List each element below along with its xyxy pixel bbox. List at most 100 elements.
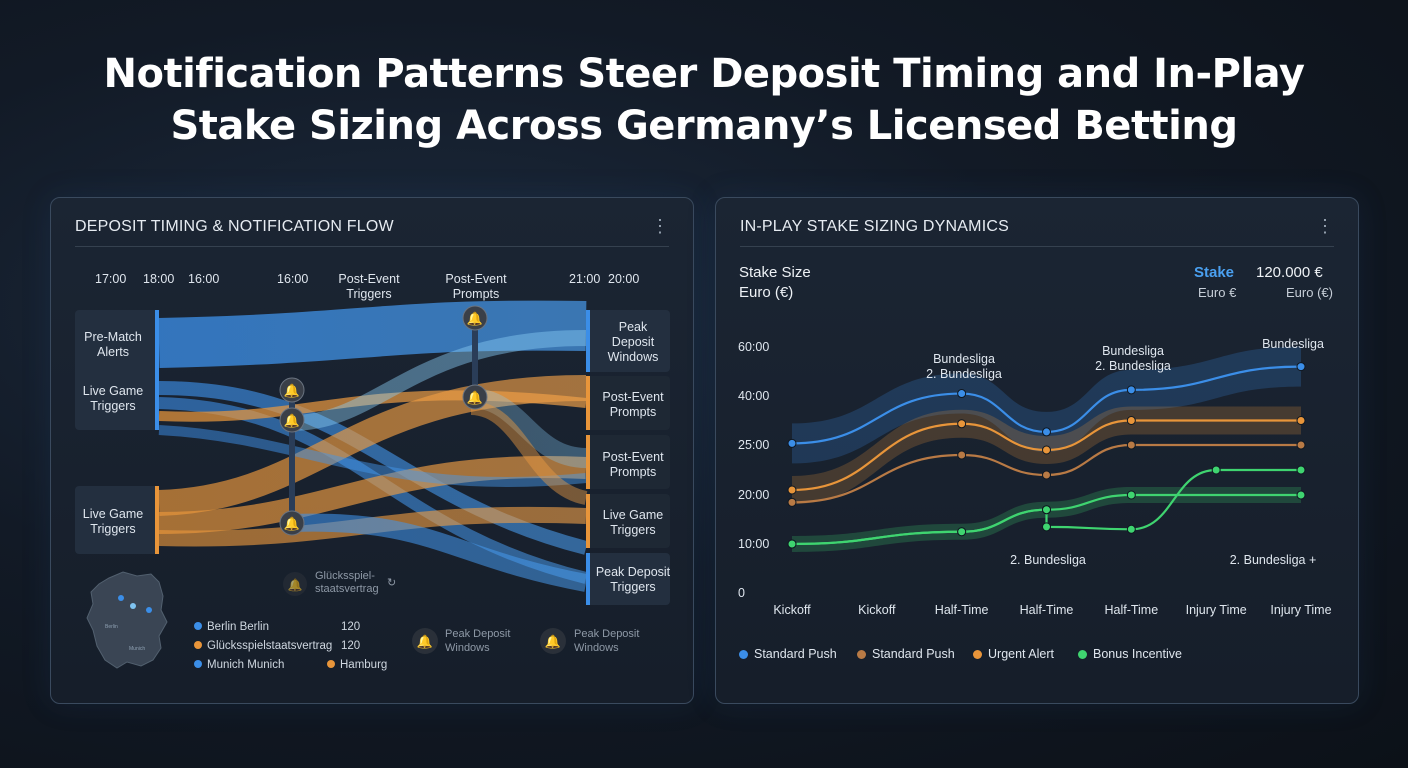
data-point: [957, 527, 967, 537]
x-tick-label: Injury Time: [1270, 603, 1331, 617]
data-point: [1211, 465, 1221, 475]
faded-label: staatsvertrag: [315, 583, 379, 595]
x-tick-label: Kickoff: [773, 603, 811, 617]
data-point: [1042, 505, 1051, 515]
flow-connector: [289, 390, 295, 530]
svg-text:Post-Event: Post-Event: [602, 390, 664, 404]
data-point: [957, 419, 967, 429]
data-point: [1296, 465, 1306, 475]
svg-text:Peak Deposit: Peak Deposit: [596, 565, 671, 579]
legend: Berlin Berlin 120 Glücksspielstaatsvertr…: [194, 621, 387, 671]
bell-label: Peak Deposit: [445, 628, 510, 640]
sankey-diagram: 17:00 18:00 16:00 16:00 21:00 20:00 Post…: [75, 272, 671, 671]
stake-sizing-title: IN-PLAY STAKE SIZING DYNAMICS: [740, 218, 1009, 235]
legend-item[interactable]: Standard Push: [857, 647, 955, 661]
y-tick-label: 25:00: [738, 438, 769, 452]
svg-text:🔔: 🔔: [417, 634, 433, 649]
svg-text:Live Game: Live Game: [83, 507, 143, 521]
data-point: [1126, 490, 1136, 500]
vertical-ellipsis-icon[interactable]: ⋮: [651, 216, 669, 236]
column-label: Triggers: [346, 287, 391, 301]
band-blue: [792, 346, 1301, 464]
legend-item[interactable]: Bonus Incentive: [1078, 647, 1182, 661]
bell-icon[interactable]: 🔔: [279, 377, 305, 403]
svg-text:Triggers: Triggers: [90, 522, 135, 536]
data-point: [787, 539, 797, 549]
source-node[interactable]: Pre-Match Alerts Live Game Triggers: [75, 310, 159, 430]
legend-label: Standard Push: [754, 647, 837, 661]
series-points: [787, 362, 1306, 549]
x-tick-label: Half-Time: [1020, 603, 1074, 617]
time-label: 17:00: [95, 272, 126, 286]
bell-icon[interactable]: 🔔: [279, 407, 305, 433]
flow-connector: [472, 318, 478, 398]
title-line-2: Stake Sizing Across Germany’s Licensed B…: [170, 103, 1239, 149]
legend-dot: [857, 649, 866, 659]
data-point: [957, 450, 967, 460]
legend-label: Hamburg: [340, 659, 387, 671]
target-node[interactable]: Post-Event Prompts: [586, 376, 670, 430]
svg-text:Live Game: Live Game: [83, 384, 143, 398]
time-label: 16:00: [277, 272, 308, 286]
y-tick-label: 10:00: [738, 537, 769, 551]
bell-icon[interactable]: 🔔: [462, 305, 488, 331]
y-tick-label: 60:00: [738, 340, 769, 354]
time-label: 20:00: [608, 272, 639, 286]
faded-label: Glücksspiel-: [315, 570, 375, 582]
deposit-flow-title: DEPOSIT TIMING & NOTIFICATION FLOW: [75, 218, 394, 235]
svg-text:Post-Event: Post-Event: [602, 450, 664, 464]
bell-icon[interactable]: 🔔: [279, 510, 305, 536]
svg-text:🔔: 🔔: [288, 578, 303, 592]
target-node[interactable]: Peak Deposit Windows: [586, 310, 670, 372]
page-title: Notification Patterns Steer Deposit Timi…: [40, 48, 1368, 152]
svg-text:Triggers: Triggers: [90, 399, 135, 413]
refresh-icon: ↻: [387, 577, 396, 589]
svg-text:🔔: 🔔: [284, 383, 300, 398]
target-node[interactable]: Peak Deposit Triggers: [586, 553, 671, 605]
legend-value: 120: [341, 621, 360, 633]
bell-icon[interactable]: 🔔: [540, 628, 566, 654]
legend-item[interactable]: Standard Push: [739, 647, 837, 661]
data-point: [1296, 416, 1306, 425]
target-node[interactable]: Live Game Triggers: [586, 494, 670, 548]
deposit-flow-panel: DEPOSIT TIMING & NOTIFICATION FLOW ⋮ 17:…: [50, 197, 694, 704]
legend-label: Glücksspielstaatsvertrag: [207, 640, 332, 652]
time-label: 16:00: [188, 272, 219, 286]
legend-label: Urgent Alert: [988, 647, 1055, 661]
bell-icon[interactable]: 🔔: [462, 384, 488, 410]
annotation: Bundesliga: [1102, 344, 1164, 358]
data-point: [787, 497, 797, 507]
legend-value: 120: [341, 640, 360, 652]
stake-sizing-panel: IN-PLAY STAKE SIZING DYNAMICS ⋮ Stake Si…: [715, 197, 1359, 704]
legend-label: Munich Munich: [207, 659, 284, 671]
x-tick-label: Half-Time: [935, 603, 989, 617]
svg-text:Windows: Windows: [608, 350, 659, 364]
bell-label: Windows: [574, 642, 619, 654]
svg-text:Triggers: Triggers: [610, 580, 655, 594]
x-tick-label: Kickoff: [858, 603, 896, 617]
target-node[interactable]: Post-Event Prompts: [586, 435, 670, 489]
source-node[interactable]: Live Game Triggers: [75, 486, 159, 554]
svg-text:Triggers: Triggers: [610, 523, 655, 537]
data-point: [1296, 362, 1306, 372]
bell-icon[interactable]: 🔔: [412, 628, 438, 654]
svg-text:Deposit: Deposit: [612, 335, 655, 349]
annotation: 2. Bundesliga: [926, 367, 1002, 381]
data-point: [1296, 490, 1306, 500]
data-point: [1126, 524, 1136, 534]
panel-divider: [740, 246, 1334, 247]
vertical-ellipsis-icon[interactable]: ⋮: [1316, 216, 1334, 236]
svg-text:🔔: 🔔: [545, 634, 561, 649]
data-point: [1042, 445, 1051, 455]
svg-text:Berlin: Berlin: [105, 624, 118, 630]
svg-text:Munich: Munich: [129, 646, 145, 652]
x-tick-label: Injury Time: [1186, 603, 1247, 617]
legend-item[interactable]: Urgent Alert: [973, 647, 1054, 661]
bell-label: Peak Deposit: [574, 628, 639, 640]
svg-text:🔔: 🔔: [284, 413, 300, 428]
y-tick-label: 20:00: [738, 488, 769, 502]
y-axis-unit: Euro (€): [739, 284, 794, 301]
x-tick-label: Half-Time: [1104, 603, 1158, 617]
y-tick-label: 40:00: [738, 389, 769, 403]
annotation: 2. Bundesliga: [1010, 553, 1086, 567]
